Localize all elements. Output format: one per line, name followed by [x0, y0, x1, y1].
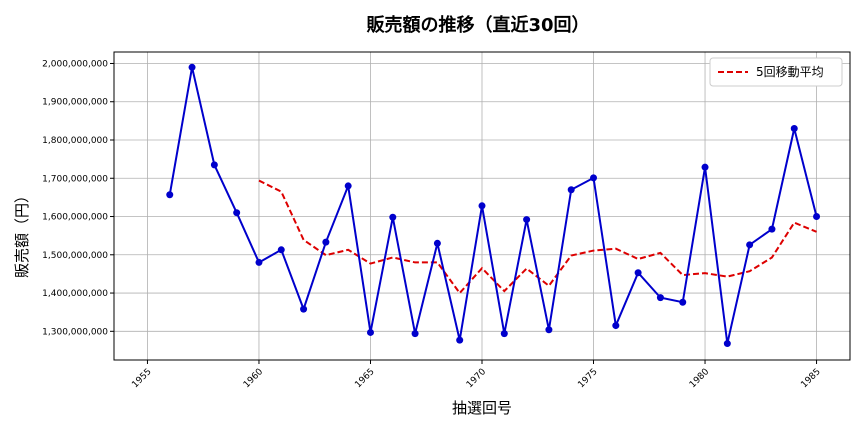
- sales-point: [634, 269, 642, 277]
- x-tick-label: 1985: [799, 367, 822, 390]
- sales-point: [679, 298, 687, 306]
- y-axis-label: 販売額（円）: [13, 188, 31, 278]
- sales-point: [366, 328, 374, 336]
- y-tick-label: 1,900,000,000: [42, 98, 108, 108]
- sales-point: [433, 239, 441, 247]
- x-tick-label: 1975: [576, 367, 599, 390]
- sales-point: [166, 191, 174, 199]
- sales-point: [389, 213, 397, 221]
- sales-point: [523, 216, 531, 224]
- sales-point: [590, 174, 598, 182]
- sales-point: [210, 161, 218, 169]
- legend-moving-average-label: 5回移動平均: [756, 65, 824, 79]
- sales-point: [723, 340, 731, 348]
- sales-line: [168, 67, 818, 344]
- y-tick-label: 1,300,000,000: [42, 327, 108, 337]
- sales-point: [255, 258, 263, 266]
- sales-point: [411, 330, 419, 338]
- chart-title: 販売額の推移（直近30回）: [366, 14, 589, 36]
- sales-point: [344, 182, 352, 190]
- x-tick-label: 1955: [130, 367, 153, 390]
- sales-point: [768, 225, 776, 233]
- sales-point: [746, 241, 754, 249]
- y-tick-label: 2,000,000,000: [42, 59, 108, 69]
- sales-point: [478, 202, 486, 210]
- sales-point: [612, 322, 620, 330]
- sales-point: [545, 326, 553, 334]
- y-tick-label: 1,500,000,000: [42, 251, 108, 261]
- x-tick-label: 1970: [465, 367, 488, 390]
- y-tick-label: 1,600,000,000: [42, 213, 108, 223]
- sales-point: [300, 305, 308, 313]
- y-tick-label: 1,800,000,000: [42, 136, 108, 146]
- y-tick-label: 1,700,000,000: [42, 174, 108, 184]
- x-axis-label: 抽選回号: [452, 399, 512, 417]
- x-tick-label: 1960: [242, 367, 265, 390]
- y-tick-label: 1,400,000,000: [42, 289, 108, 299]
- sales-point: [188, 63, 196, 71]
- sales-point: [233, 209, 241, 217]
- sales-point: [790, 125, 798, 133]
- sales-point: [701, 163, 709, 171]
- sales-point: [656, 294, 664, 302]
- legend: 5回移動平均: [709, 57, 843, 87]
- legend-box: [709, 57, 843, 87]
- sales-point: [567, 186, 575, 194]
- x-tick-label: 1965: [353, 367, 376, 390]
- sales-point: [322, 238, 330, 246]
- sales-point: [500, 330, 508, 338]
- x-tick-label: 1980: [688, 367, 711, 390]
- sales-point: [456, 336, 464, 344]
- sales-point: [277, 246, 285, 254]
- sales-point: [813, 213, 821, 221]
